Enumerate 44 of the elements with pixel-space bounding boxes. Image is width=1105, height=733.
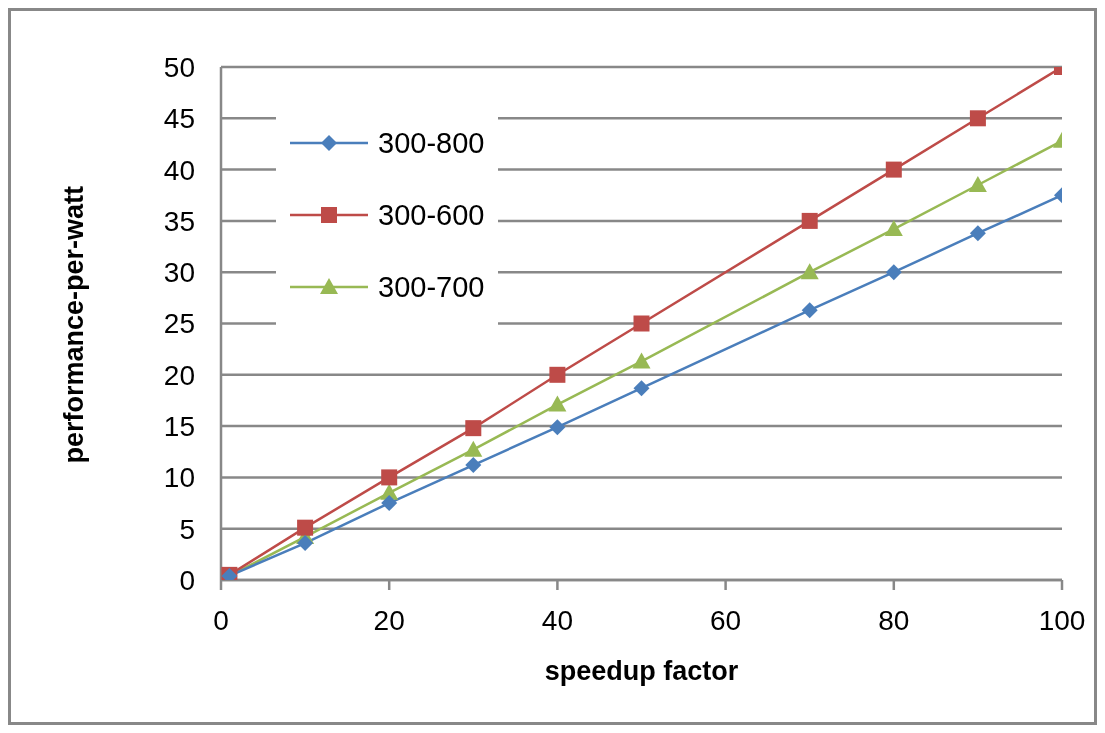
y-tick-label: 20 (163, 359, 195, 391)
x-tick-label: 100 (1038, 604, 1086, 636)
x-tick-label: 20 (373, 604, 405, 636)
point (969, 110, 986, 127)
point (633, 315, 650, 332)
point (633, 380, 650, 397)
x-tick-label: 0 (213, 604, 229, 636)
y-tick-label: 0 (179, 564, 195, 596)
point (632, 352, 651, 369)
y-tick-label: 50 (163, 51, 195, 83)
point (800, 263, 819, 280)
point (465, 420, 482, 437)
point (297, 535, 314, 552)
y-tick-label: 15 (163, 411, 195, 443)
legend-label: 300-700 (378, 270, 485, 304)
y-tick-label: 45 (163, 103, 195, 135)
point (549, 419, 566, 436)
y-tick-label: 25 (163, 308, 195, 340)
x-tick-label: 40 (541, 604, 573, 636)
point (968, 175, 987, 192)
y-axis-title: performance-per-watt (58, 185, 89, 464)
y-tick-label: 30 (163, 257, 195, 289)
point (464, 440, 483, 457)
point (885, 264, 902, 281)
point (381, 495, 398, 512)
x-axis-title: speedup factor (544, 656, 739, 686)
point (548, 395, 567, 412)
point (549, 366, 566, 383)
point (885, 161, 902, 178)
y-tick-label: 10 (163, 462, 195, 494)
y-tick-label: 5 (179, 513, 195, 545)
point (884, 220, 903, 237)
point (381, 469, 398, 486)
point (465, 457, 482, 474)
point (297, 519, 314, 536)
y-tick-label: 40 (163, 154, 195, 186)
legend-label: 300-800 (378, 126, 485, 160)
point (969, 225, 986, 242)
point (801, 302, 818, 319)
x-tick-label: 80 (878, 604, 910, 636)
y-tick-label: 35 (163, 205, 195, 237)
x-tick-label: 60 (710, 604, 742, 636)
legend-label: 300-600 (378, 198, 485, 232)
point (801, 212, 818, 229)
